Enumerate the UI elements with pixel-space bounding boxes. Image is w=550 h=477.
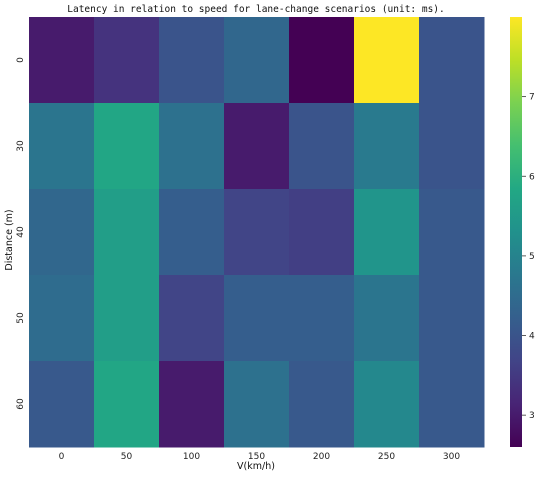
heatmap-cell [289,275,355,362]
colorbar-tick-label: 3 [529,411,535,421]
heatmap-cell [354,17,420,104]
x-tick-label: 100 [183,452,200,462]
heatmap-cell [94,275,160,362]
heatmap-cell [419,189,485,276]
heatmap-cell [289,103,355,190]
chart-title: Latency in relation to speed for lane-ch… [67,4,445,15]
y-tick-labels: 0 30 40 50 60 [16,57,26,410]
heatmap-cell [419,17,485,104]
heatmap-cell [354,103,420,190]
heatmap-cell [29,275,95,362]
y-axis-label: Distance (m) [4,209,15,270]
heatmap-cell [29,103,95,190]
colorbar-tick-label: 5 [529,252,535,262]
heatmap-cell [159,361,225,448]
y-tick-label: 30 [16,140,26,152]
heatmap-cell [419,361,485,448]
heatmap-cell [159,189,225,276]
y-tick-label: 60 [16,398,26,410]
heatmap-cell [159,103,225,190]
colorbar-tick-label: 4 [529,332,535,342]
heatmap-cell [289,189,355,276]
x-tick-label: 0 [59,452,65,462]
y-tick-label: 0 [16,57,26,63]
heatmap-cell [29,361,95,448]
heatmap-cell [94,103,160,190]
x-tick-label: 50 [121,452,133,462]
colorbar [510,17,522,447]
heatmap-cell [224,103,290,190]
x-tick-label: 200 [313,452,330,462]
heatmap-cell [224,17,290,104]
heatmap-cell [29,189,95,276]
heatmap-cell [419,275,485,362]
heatmap-cell [354,275,420,362]
colorbar-tick-label: 7 [529,93,535,103]
heatmap-cell [289,361,355,448]
heatmap-cell [159,275,225,362]
heatmap-cell [289,17,355,104]
y-tick-label: 40 [16,226,26,238]
x-tick-label: 250 [378,452,395,462]
heatmap-cell [159,17,225,104]
heatmap-cell [419,103,485,190]
colorbar-tick-labels: 3 4 5 6 7 [522,93,535,421]
y-tick-label: 50 [16,312,26,324]
heatmap-cell [29,17,95,104]
colorbar-tick-label: 6 [529,172,535,182]
heatmap-cells [29,17,485,448]
heatmap-cell [354,189,420,276]
heatmap-cell [94,361,160,448]
heatmap-cell [94,17,160,104]
heatmap-cell [94,189,160,276]
heatmap-cell [354,361,420,448]
x-tick-label: 150 [248,452,265,462]
x-axis-label: V(km/h) [237,461,275,472]
heatmap-cell [224,189,290,276]
heatmap-cell [224,361,290,448]
x-tick-labels: 0 50 100 150 200 250 300 [59,452,461,462]
x-tick-label: 300 [443,452,460,462]
heatmap-cell [224,275,290,362]
